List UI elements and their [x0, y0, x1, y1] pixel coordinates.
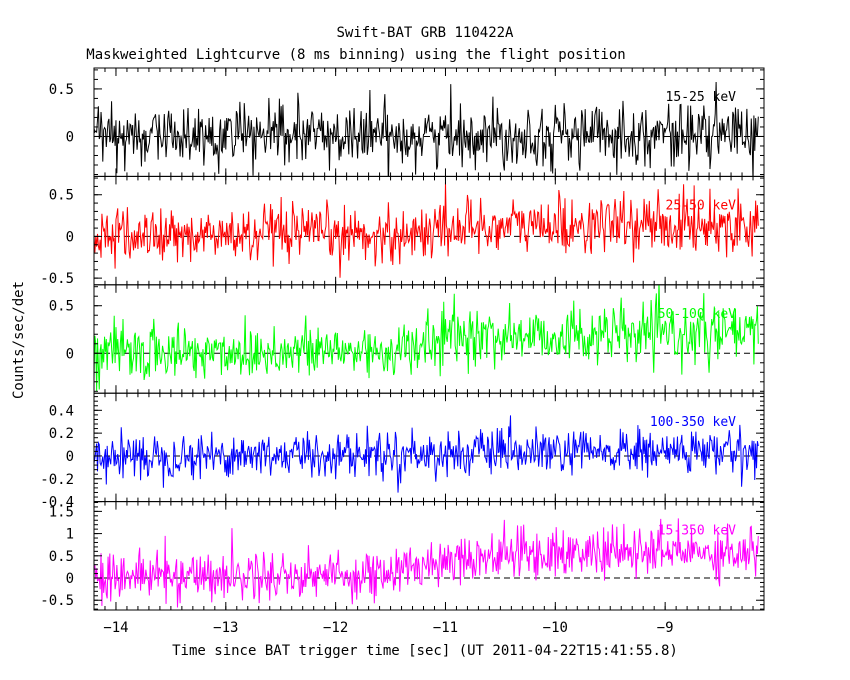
y-tick-label: 0.5: [49, 82, 74, 98]
y-tick-label: -0.5: [40, 593, 74, 609]
panel-0: 0 0.5 15-25 keV: [49, 68, 764, 191]
x-tick-label: −14: [103, 620, 128, 636]
panels-group: 0 0.5 15-25 keV -0.5 0 0.5 25-50 keV 0 0.5 50-100…: [40, 68, 764, 610]
y-tick-label: 0: [66, 229, 74, 245]
panel-2: 0 0.5 50-100 keV: [49, 280, 764, 393]
y-tick-label: -0.2: [40, 472, 74, 488]
series-line-2: [94, 280, 758, 391]
x-tick-label: −11: [433, 620, 458, 636]
y-axis-label: Counts/sec/det: [11, 281, 27, 399]
y-tick-label: 0: [66, 449, 74, 465]
y-tick-label: 1: [66, 527, 74, 543]
band-label-4: 15-350 keV: [658, 524, 736, 539]
y-tick-label: 0.5: [49, 188, 74, 204]
panel-4: -0.5 0 0.5 1 1.5 15-350 keV: [40, 502, 764, 610]
band-label-0: 15-25 keV: [666, 90, 737, 105]
x-tick-label: −9: [657, 620, 674, 636]
panel-1: -0.5 0 0.5 25-50 keV: [40, 176, 764, 287]
band-label-3: 100-350 keV: [650, 415, 736, 430]
y-tick-label: 1.5: [49, 504, 74, 520]
y-tick-label: 0.4: [49, 403, 74, 419]
x-tick-label: −13: [213, 620, 238, 636]
band-label-2: 50-100 keV: [658, 307, 736, 322]
y-tick-label: 0.5: [49, 549, 74, 565]
series-line-1: [94, 182, 758, 278]
x-tick-label: −12: [323, 620, 348, 636]
y-tick-label: -0.5: [40, 271, 74, 287]
y-tick-label: 0: [66, 129, 74, 145]
band-label-1: 25-50 keV: [666, 198, 737, 213]
x-axis: −14 −13 −12 −11 −10 −9: [103, 620, 673, 636]
x-axis-label: Time since BAT trigger time [sec] (UT 20…: [172, 643, 678, 659]
y-tick-label: 0: [66, 571, 74, 587]
x-tick-label: −10: [543, 620, 568, 636]
chart-title: Swift-BAT GRB 110422A: [336, 25, 514, 41]
y-tick-label: 0.2: [49, 426, 74, 442]
y-tick-label: 0.5: [49, 299, 74, 315]
chart-subtitle: Maskweighted Lightcurve (8 ms binning) u…: [86, 47, 625, 63]
y-tick-label: 0: [66, 346, 74, 362]
